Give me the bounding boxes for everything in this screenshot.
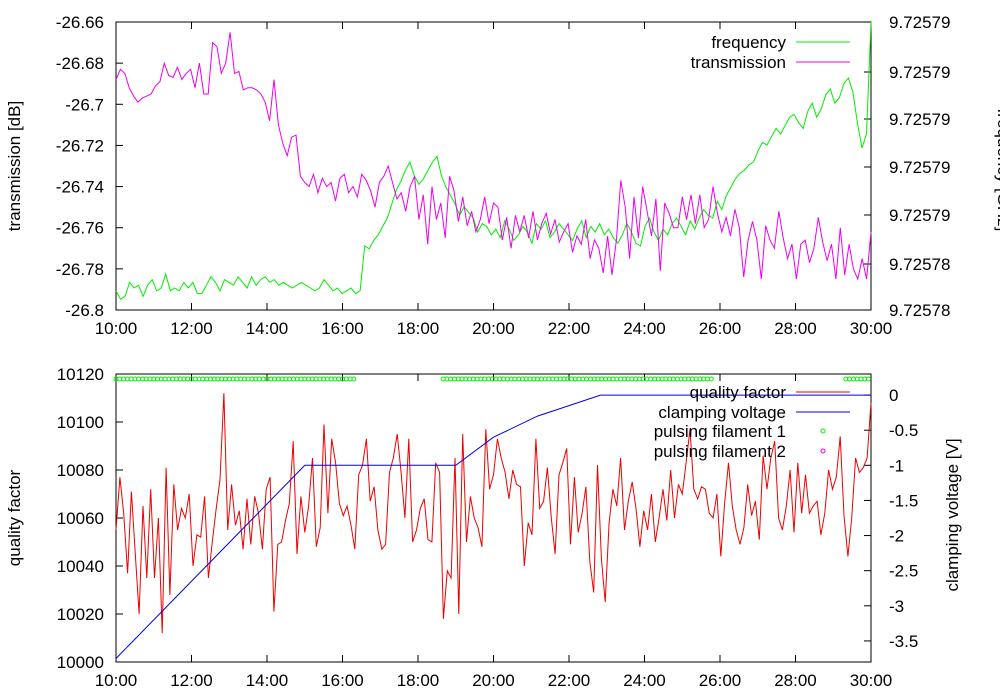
- bottom-x-tick-label: 20:00: [472, 671, 515, 690]
- bottom-y2-tick-label: -2.5: [889, 562, 918, 581]
- legend-swatch-pulsing-filament-2: [820, 448, 826, 454]
- bottom-y-tick-label: 10000: [57, 653, 104, 672]
- top-x-tick-label: 28:00: [774, 319, 817, 338]
- bottom-y-tick-label: 10060: [57, 509, 104, 528]
- legend-label-pulsing-filament-2: pulsing filament 2: [654, 442, 786, 461]
- bottom-y-tick-label: 10080: [57, 461, 104, 480]
- top-y2-tick-label: 9.72579: [889, 63, 950, 82]
- legend-swatch-pulsing-filament-1: [820, 428, 826, 434]
- top-y2-tick-label: 9.72578: [889, 301, 950, 320]
- bottom-x-tick-label: 28:00: [774, 671, 817, 690]
- bottom-y2-tick-label: -3.5: [889, 632, 918, 651]
- bottom-x-tick-label: 14:00: [246, 671, 289, 690]
- bottom-y2-tick-label: 0: [889, 386, 898, 405]
- bottom-x-tick-label: 24:00: [623, 671, 666, 690]
- legend-label-pulsing-filament-1: pulsing filament 1: [654, 422, 786, 441]
- top-y-tick-label: -26.68: [56, 54, 104, 73]
- bottom-x-tick-label: 26:00: [699, 671, 742, 690]
- legend-label-quality-factor: quality factor: [690, 383, 787, 402]
- top-y-axis-label: transmission [dB]: [5, 101, 24, 231]
- top-y-tick-label: -26.66: [56, 13, 104, 32]
- clamping-voltage-series-line: [115, 394, 871, 659]
- top-y-tick-label: -26.72: [56, 136, 104, 155]
- top-x-tick-label: 22:00: [548, 319, 591, 338]
- bottom-x-tick-label: 10:00: [95, 671, 138, 690]
- bottom-y2-tick-label: -1: [889, 456, 904, 475]
- bottom-y2-tick-label: -1.5: [889, 491, 918, 510]
- top-y-tick-label: -26.7: [65, 95, 104, 114]
- top-y-tick-label: -26.74: [56, 178, 104, 197]
- bottom-y2-axis-label: clamping voltage [V]: [943, 438, 962, 591]
- transmission-series-line: [115, 32, 872, 281]
- top-x-tick-label: 18:00: [397, 319, 440, 338]
- frequency-series-line: [115, 21, 872, 300]
- bottom-y-axis-label: quality factor: [5, 469, 24, 566]
- bottom-chart: 10:00 12:00 14:00 16:00 18:00 20:00 22:00 24:00…: [5, 365, 962, 690]
- top-y2-tick-label: 9.72579: [889, 110, 950, 129]
- bottom-x-tick-label: 18:00: [397, 671, 440, 690]
- bottom-x-tick-label: 16:00: [321, 671, 364, 690]
- pulsing-filament-1-point: [866, 376, 871, 382]
- legend-label-transmission: transmission: [691, 53, 786, 72]
- top-y-tick-label: -26.76: [56, 219, 104, 238]
- top-x-tick-label: 26:00: [699, 319, 742, 338]
- top-y2-tick-label: 9.72579: [889, 13, 950, 32]
- top-x-tick-label: 30:00: [850, 319, 893, 338]
- top-y2-axis-label: frequency [GHz]: [994, 109, 1000, 232]
- legend-label-frequency: frequency: [711, 33, 786, 52]
- top-x-tick-label: 24:00: [623, 319, 666, 338]
- bottom-y-tick-label: 10120: [57, 365, 104, 384]
- top-x-tick-label: 16:00: [321, 319, 364, 338]
- pulsing-filament-1-point: [708, 376, 714, 382]
- top-x-tick-label: 12:00: [170, 319, 213, 338]
- top-y2-tick-label: 9.72578: [889, 255, 950, 274]
- top-y-tick-label: -26.78: [56, 260, 104, 279]
- top-y2-tick-label: 9.72579: [889, 158, 950, 177]
- quality-factor-series-line: [115, 393, 872, 634]
- pulsing-filament-1-point: [351, 376, 357, 382]
- top-chart: 10:00 12:00 14:00 16:00 18:00 20:00 22:00 24:00…: [5, 13, 1000, 338]
- top-y2-tick-label: 9.72579: [889, 206, 950, 225]
- bottom-y-tick-label: 10020: [57, 605, 104, 624]
- top-x-tick-label: 14:00: [246, 319, 289, 338]
- bottom-x-tick-label: 22:00: [548, 671, 591, 690]
- bottom-y2-tick-label: -3: [889, 597, 904, 616]
- bottom-y2-tick-label: -0.5: [889, 421, 918, 440]
- top-x-tick-label: 20:00: [472, 319, 515, 338]
- bottom-x-tick-label: 30:00: [850, 671, 893, 690]
- bottom-y-tick-label: 10100: [57, 413, 104, 432]
- bottom-y2-tick-label: -2: [889, 527, 904, 546]
- bottom-x-tick-label: 12:00: [170, 671, 213, 690]
- legend-label-clamping-voltage: clamping voltage: [658, 403, 786, 422]
- top-x-tick-label: 10:00: [95, 319, 138, 338]
- bottom-y-tick-label: 10040: [57, 557, 104, 576]
- top-y-tick-label: -26.8: [65, 301, 104, 320]
